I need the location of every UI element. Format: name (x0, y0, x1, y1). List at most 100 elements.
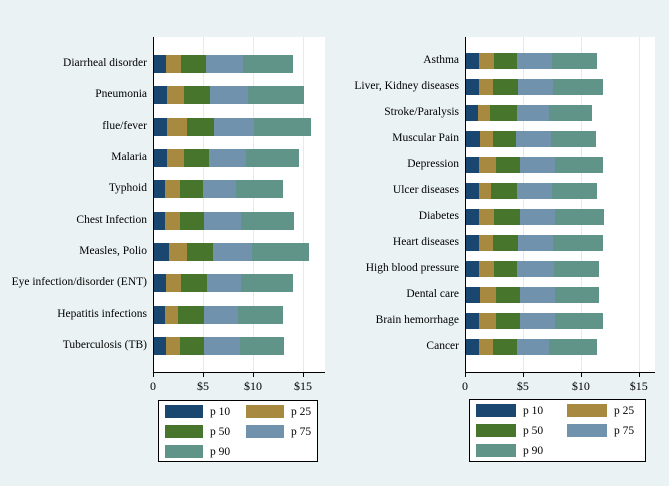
bar-segment-p75 (516, 261, 554, 277)
bar-row (154, 337, 284, 356)
bar-segment-p50 (187, 117, 214, 136)
bar-segment-p10 (154, 243, 169, 262)
bar-row (466, 235, 603, 251)
bar-segment-p90 (555, 313, 603, 329)
bar-segment-p75 (206, 55, 243, 73)
bar-segment-p75 (520, 209, 556, 225)
gridline-10 (580, 37, 582, 372)
bar-segment-p90 (236, 180, 283, 199)
bar-row (154, 86, 304, 105)
bar-segment-p10 (466, 313, 479, 329)
legend-label: p 50 (210, 425, 231, 438)
bar-segment-p10 (466, 157, 479, 173)
bar-segment-p50 (493, 261, 517, 277)
bar-segment-p90 (552, 79, 603, 95)
legend-entry-p50: p 50 (476, 424, 543, 437)
bar-segment-p50 (496, 157, 521, 173)
bar-segment-p50 (490, 105, 517, 121)
bar-segment-p50 (181, 274, 207, 293)
bar-segment-p10 (154, 305, 165, 324)
legend-entry-p75: p 75 (567, 424, 634, 437)
legend-entry-p25: p 25 (567, 404, 634, 417)
bar-segment-p75 (213, 243, 252, 262)
bar-segment-p50 (492, 235, 519, 251)
bar-row (154, 55, 293, 73)
bar-segment-p90 (551, 53, 597, 69)
bar-segment-p25 (478, 183, 492, 199)
x-tick-5 (203, 373, 204, 377)
bar-segment-p75 (204, 305, 238, 324)
bar-segment-p75 (203, 180, 236, 199)
bar-segment-p25 (167, 86, 184, 105)
bar-segment-p10 (154, 337, 166, 356)
bar-segment-p10 (466, 261, 479, 277)
legend-label: p 50 (523, 424, 544, 437)
bar-row (466, 261, 600, 277)
bar-segment-p10 (466, 131, 480, 147)
category-label: Hepatitis infections (57, 307, 147, 320)
bar-segment-p10 (154, 180, 165, 199)
bar-segment-p75 (520, 287, 556, 303)
legend-entry-p10: p 10 (476, 404, 543, 417)
bar-segment-p25 (167, 117, 187, 136)
category-label: Pneumonia (95, 88, 147, 101)
category-label: Malaria (111, 151, 147, 164)
bar-segment-p10 (466, 105, 478, 121)
bar-row (466, 105, 593, 121)
legend-swatch-p75 (567, 424, 607, 437)
category-label: Muscular Pain (392, 132, 459, 144)
bar-segment-p75 (520, 313, 556, 329)
bar-segment-p75 (516, 183, 552, 199)
category-label: Chest Infection (76, 213, 147, 226)
bar-segment-p10 (154, 274, 166, 293)
x-tick-label: $5 (197, 379, 209, 393)
bar-segment-p75 (516, 339, 550, 355)
bar-segment-p75 (516, 105, 550, 121)
bar-segment-p90 (238, 305, 283, 324)
bar-segment-p10 (154, 86, 167, 105)
bar-row (466, 339, 597, 355)
bar-segment-p50 (493, 53, 517, 69)
bar-segment-p75 (515, 131, 551, 147)
bar-segment-p10 (466, 287, 480, 303)
bar-segment-p90 (550, 131, 596, 147)
bar-segment-p50 (492, 79, 519, 95)
bar-segment-p25 (479, 131, 493, 147)
bar-segment-p75 (518, 235, 553, 251)
bar-segment-p75 (204, 211, 241, 230)
gridline-10 (253, 37, 254, 372)
bar-segment-p50 (180, 180, 203, 199)
x-tick-15 (303, 373, 304, 377)
bar-segment-p50 (184, 149, 209, 168)
bar-segment-p90 (241, 274, 293, 293)
bar-segment-p25 (169, 243, 187, 262)
category-label: Measles, Polio (79, 245, 147, 258)
bar-segment-p75 (518, 79, 553, 95)
bar-segment-p75 (207, 274, 241, 293)
bar-segment-p25 (478, 313, 497, 329)
bar-segment-p25 (166, 55, 181, 73)
bar-row (466, 287, 600, 303)
bar-row (466, 183, 597, 199)
bar-segment-p10 (154, 117, 167, 136)
legend-entry-p50: p 50 (165, 425, 230, 438)
bar-row (466, 313, 603, 329)
bar-segment-p90 (248, 86, 304, 105)
bar-segment-p90 (554, 261, 600, 277)
y-axis-line (465, 37, 466, 373)
category-label: Ulcer diseases (392, 184, 459, 196)
bar-segment-p50 (184, 86, 210, 105)
legend-swatch-p50 (165, 425, 203, 438)
bar-segment-p90 (246, 149, 299, 168)
gridline-5 (203, 37, 204, 372)
bar-segment-p25 (478, 209, 494, 225)
bar-segment-p50 (492, 339, 517, 355)
bar-row (466, 131, 596, 147)
legend-label: p 90 (210, 445, 231, 458)
legend-swatch-p90 (476, 444, 516, 457)
legend-entry-p75: p 75 (246, 425, 311, 438)
bar-segment-p10 (154, 149, 167, 168)
category-label: Tuberculosis (TB) (62, 339, 147, 352)
legend-swatch-p10 (476, 404, 516, 417)
bar-row (466, 79, 603, 95)
